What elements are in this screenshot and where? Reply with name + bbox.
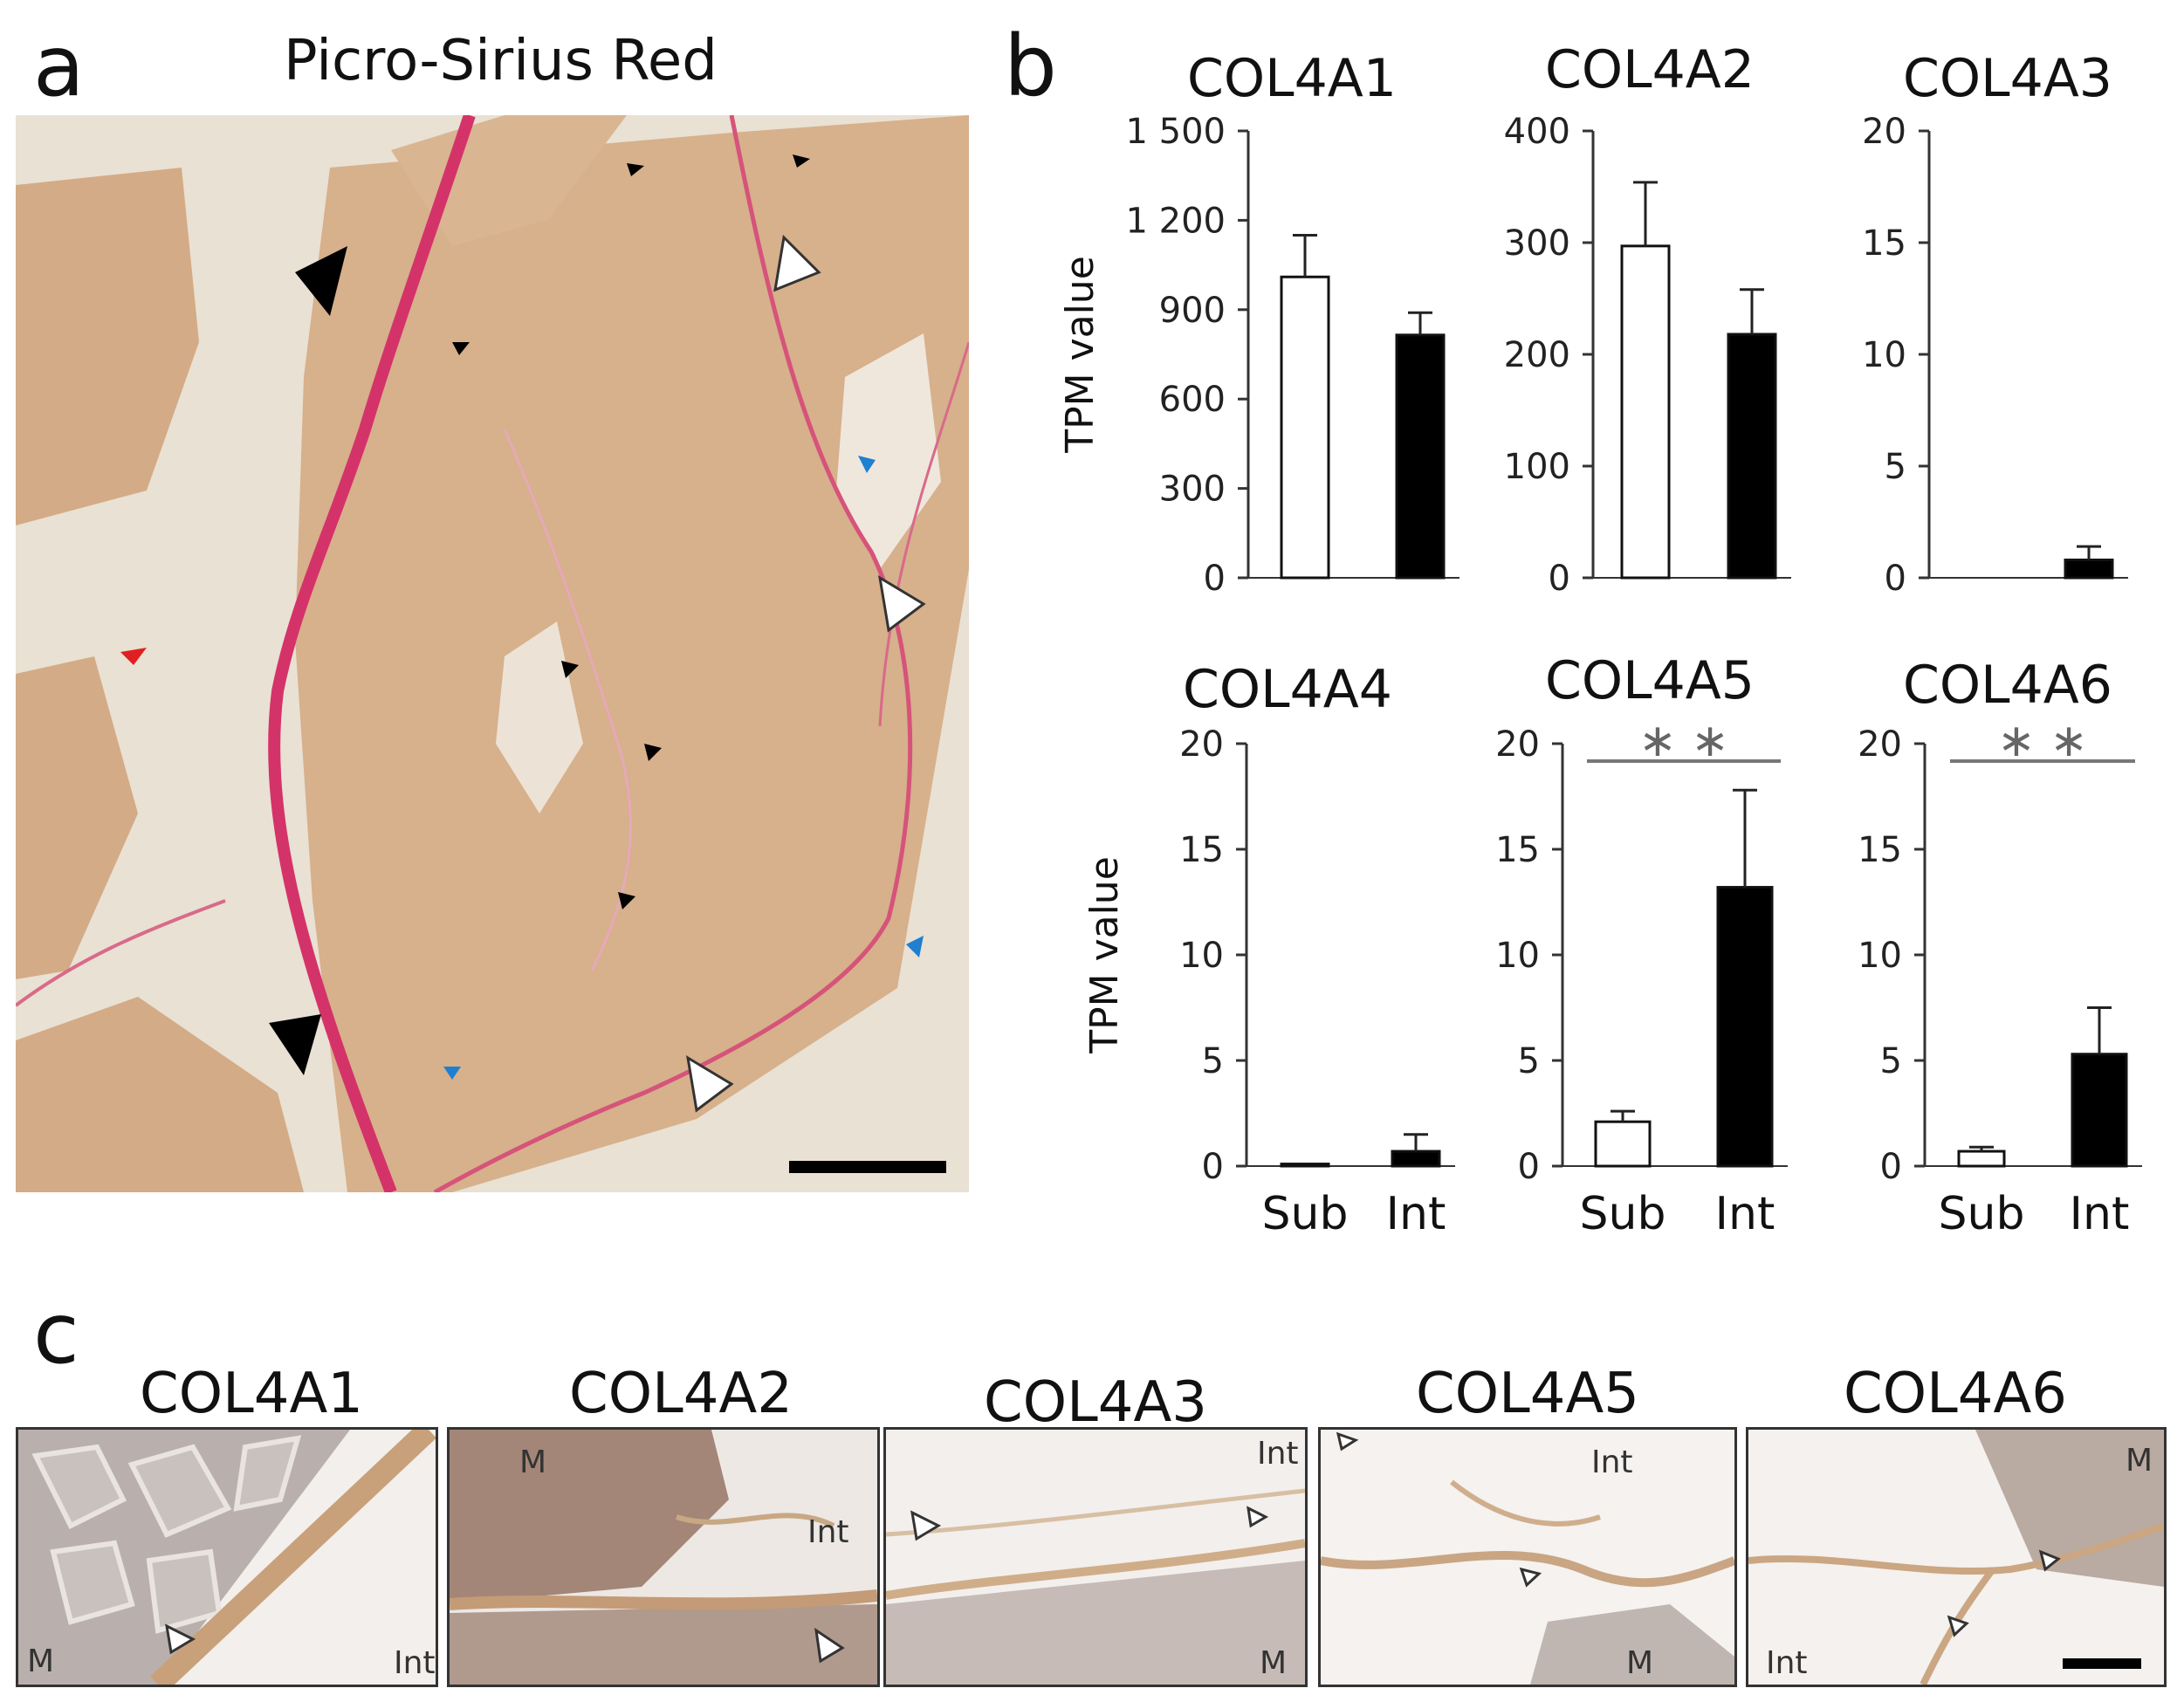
ihc-title-col4a6: COL4A6 (1844, 1362, 2067, 1426)
bar-sub (1594, 1120, 1652, 1168)
panel-a-title: Picro-Sirius Red (284, 29, 718, 93)
ihc-title-col4a3: COL4A3 (984, 1370, 1207, 1435)
y-tick-label: 200 (1504, 335, 1570, 375)
ihc-label-int: Int (1766, 1645, 1808, 1681)
chart-title: COL4A4 (1183, 659, 1392, 720)
chart-title: COL4A1 (1187, 48, 1397, 109)
y-tick-label: 300 (1159, 470, 1226, 510)
bar-sub (1620, 244, 1671, 580)
y-tick-label: 20 (1862, 112, 1906, 152)
x-category-label: Int (2070, 1188, 2130, 1240)
y-tick-label: 100 (1504, 447, 1570, 487)
ihc-label-int: Int (394, 1645, 436, 1681)
y-tick-label: 0 (1202, 1147, 1224, 1187)
ihc-label-m: M (519, 1445, 547, 1480)
y-tick-label: 15 (1858, 830, 1902, 870)
ihc-label-m: M (1260, 1645, 1288, 1681)
y-tick-label: 1 200 (1125, 201, 1226, 241)
ihc-image-col4a3: Int M (883, 1427, 1308, 1687)
y-axis-label: TPM value (1058, 256, 1102, 454)
y-tick-label: 15 (1862, 223, 1906, 264)
y-tick-label: 10 (1179, 936, 1224, 976)
significance-marker: ∗ ∗ (1638, 715, 1729, 767)
y-tick-label: 15 (1179, 830, 1224, 870)
y-tick-label: 0 (1880, 1147, 1902, 1187)
ihc-label-m: M (27, 1644, 55, 1679)
bar-int (1395, 333, 1446, 580)
y-tick-label: 5 (1880, 1041, 1902, 1081)
bar-sub (1280, 275, 1330, 580)
y-tick-label: 5 (1518, 1041, 1540, 1081)
chart-title: COL4A2 (1545, 39, 1755, 100)
ihc-image-col4a6: M Int (1746, 1427, 2167, 1687)
ihc-image-col4a5: Int M (1318, 1427, 1737, 1687)
y-tick-label: 900 (1159, 291, 1226, 331)
ihc-image-col4a1: M Int (16, 1427, 438, 1687)
ihc-label-int: Int (807, 1514, 849, 1550)
x-category-label: Int (1386, 1188, 1446, 1240)
y-tick-label: 400 (1504, 112, 1570, 152)
ihc-title-col4a5: COL4A5 (1416, 1362, 1639, 1426)
y-tick-label: 0 (1885, 559, 1906, 599)
y-tick-label: 10 (1862, 335, 1906, 375)
y-tick-label: 5 (1202, 1041, 1224, 1081)
x-category-label: Sub (1262, 1188, 1349, 1240)
bar-int (2064, 559, 2114, 580)
panel-letter-b: b (1004, 17, 1057, 115)
panel-letter-a: a (33, 17, 85, 115)
x-category-label: Sub (1939, 1188, 2025, 1240)
chart-title: COL4A6 (1903, 655, 2112, 716)
x-category-label: Int (1715, 1188, 1775, 1240)
picro-sirius-red-micrograph (16, 115, 969, 1192)
y-tick-label: 15 (1495, 830, 1540, 870)
y-tick-label: 20 (1858, 724, 1902, 765)
ihc-label-m: M (2126, 1443, 2153, 1479)
y-axis-label: TPM value (1082, 856, 1127, 1054)
panel-letter-c: c (33, 1285, 79, 1383)
significance-marker: ∗ ∗ (1997, 715, 2088, 767)
x-category-label: Sub (1580, 1188, 1666, 1240)
ihc-label-int: Int (1257, 1436, 1299, 1472)
ihc-label-m: M (1626, 1645, 1654, 1681)
y-tick-label: 10 (1495, 936, 1540, 976)
bar-sub (1280, 1163, 1330, 1168)
bar-int (2071, 1053, 2128, 1168)
bar-sub (1957, 1150, 2006, 1168)
y-tick-label: 0 (1549, 559, 1570, 599)
y-tick-label: 0 (1518, 1147, 1540, 1187)
ihc-title-col4a1: COL4A1 (140, 1362, 363, 1426)
y-tick-label: 10 (1858, 936, 1902, 976)
ihc-label-int: Int (1591, 1445, 1633, 1480)
y-tick-label: 20 (1179, 724, 1224, 765)
chart-title: COL4A3 (1903, 48, 2112, 109)
y-tick-label: 0 (1204, 559, 1226, 599)
chart-title: COL4A5 (1545, 650, 1755, 711)
bar-int (1727, 333, 1777, 580)
y-tick-label: 20 (1495, 724, 1540, 765)
ihc-title-col4a2: COL4A2 (569, 1362, 793, 1426)
bar-int (1716, 886, 1774, 1168)
y-tick-label: 5 (1885, 447, 1906, 487)
y-tick-label: 300 (1504, 223, 1570, 264)
ihc-image-col4a2: M Int (447, 1427, 880, 1687)
bar-int (1391, 1150, 1441, 1168)
y-tick-label: 1 500 (1125, 112, 1226, 152)
y-tick-label: 600 (1159, 380, 1226, 420)
